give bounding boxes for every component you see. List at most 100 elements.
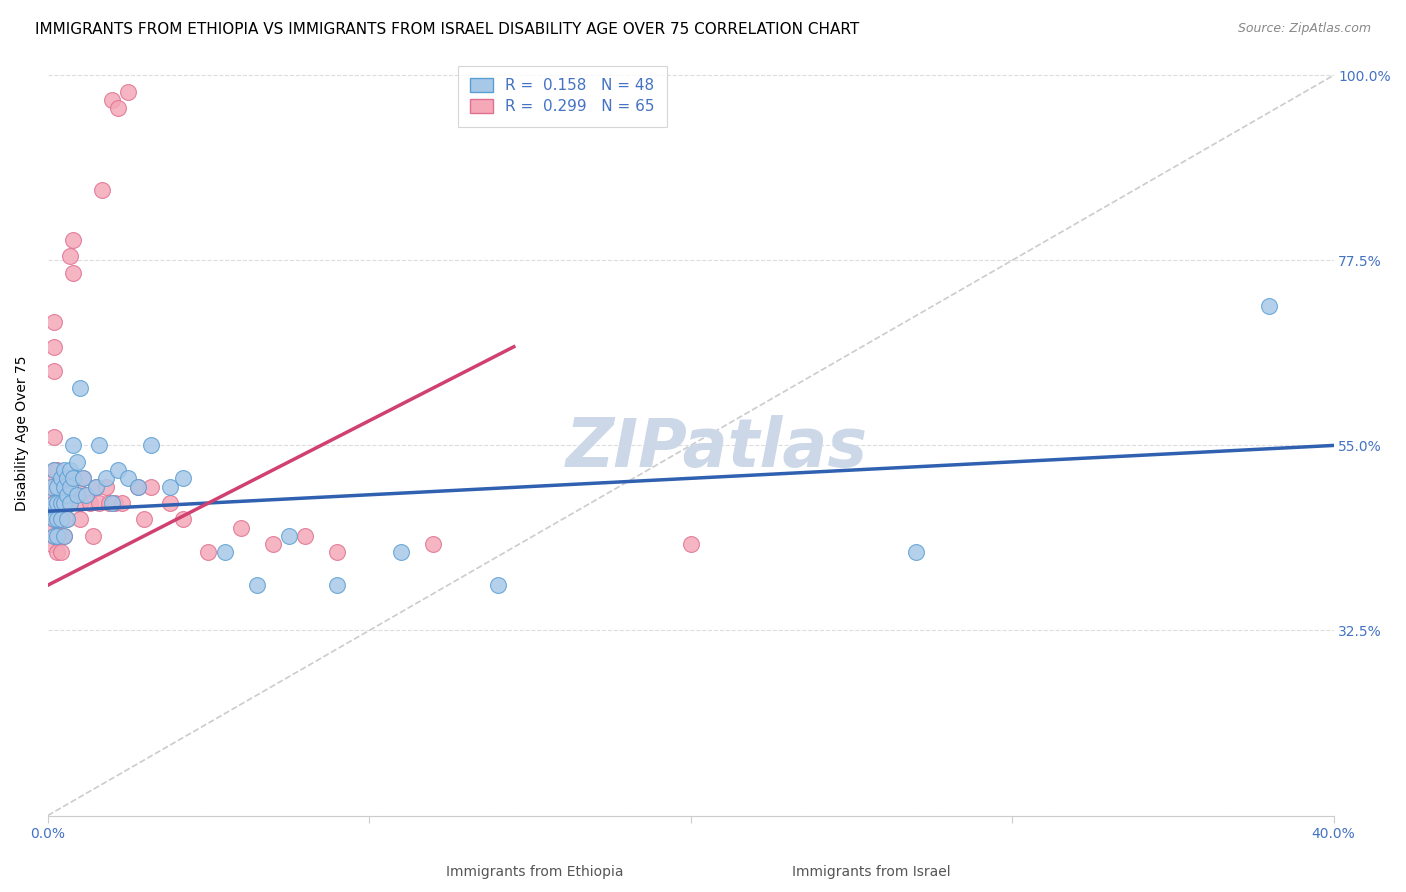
- Point: [89, 496, 111, 510]
- Point: [59, 479, 82, 493]
- Text: IMMIGRANTS FROM ETHIOPIA VS IMMIGRANTS FROM ISRAEL DISABILITY AGE OVER 75 CORREL: IMMIGRANTS FROM ETHIOPIA VS IMMIGRANTS F…: [35, 22, 859, 37]
- Point: [49, 512, 72, 526]
- Point: [46, 529, 69, 543]
- Point: [197, 545, 219, 559]
- Point: [59, 249, 82, 263]
- Point: [91, 184, 114, 198]
- Point: [52, 463, 75, 477]
- Point: [46, 545, 69, 559]
- Point: [56, 488, 79, 502]
- Point: [59, 463, 82, 477]
- Point: [69, 496, 91, 510]
- Point: [139, 479, 162, 493]
- Point: [44, 463, 66, 477]
- Point: [159, 496, 181, 510]
- Point: [134, 512, 156, 526]
- Point: [82, 529, 104, 543]
- Point: [107, 463, 129, 477]
- Point: [262, 537, 284, 551]
- Point: [66, 455, 89, 469]
- Point: [1258, 299, 1281, 313]
- Point: [486, 578, 509, 592]
- Point: [44, 512, 66, 526]
- Text: Immigrants from Israel: Immigrants from Israel: [793, 864, 950, 879]
- Point: [101, 496, 124, 510]
- Point: [46, 529, 69, 543]
- Point: [49, 496, 72, 510]
- Point: [62, 438, 84, 452]
- Y-axis label: Disability Age Over 75: Disability Age Over 75: [15, 355, 30, 511]
- Point: [59, 496, 82, 510]
- Point: [294, 529, 316, 543]
- Point: [326, 578, 349, 592]
- Point: [46, 479, 69, 493]
- Point: [94, 471, 117, 485]
- Point: [52, 496, 75, 510]
- Point: [46, 512, 69, 526]
- Point: [246, 578, 269, 592]
- Point: [172, 512, 194, 526]
- Point: [46, 479, 69, 493]
- Point: [39, 479, 62, 493]
- Point: [44, 496, 66, 510]
- Point: [62, 471, 84, 485]
- Point: [159, 479, 181, 493]
- Point: [422, 537, 444, 551]
- Point: [904, 545, 927, 559]
- Point: [79, 496, 101, 510]
- Point: [52, 479, 75, 493]
- Point: [117, 471, 139, 485]
- Point: [56, 512, 79, 526]
- Point: [139, 438, 162, 452]
- Point: [117, 85, 139, 99]
- Point: [46, 512, 69, 526]
- Point: [679, 537, 702, 551]
- Point: [214, 545, 236, 559]
- Point: [59, 496, 82, 510]
- Point: [107, 101, 129, 115]
- Point: [89, 438, 111, 452]
- Point: [44, 463, 66, 477]
- Point: [44, 430, 66, 444]
- Point: [44, 315, 66, 329]
- Point: [56, 488, 79, 502]
- Point: [326, 545, 349, 559]
- Point: [62, 233, 84, 247]
- Point: [39, 504, 62, 518]
- Point: [46, 463, 69, 477]
- Point: [66, 488, 89, 502]
- Point: [39, 471, 62, 485]
- Point: [229, 521, 252, 535]
- Point: [111, 496, 134, 510]
- Point: [56, 512, 79, 526]
- Point: [52, 479, 75, 493]
- Point: [75, 488, 97, 502]
- Point: [66, 479, 89, 493]
- Point: [75, 488, 97, 502]
- Point: [39, 488, 62, 502]
- Point: [69, 381, 91, 395]
- Point: [84, 479, 107, 493]
- Point: [49, 471, 72, 485]
- Point: [44, 364, 66, 378]
- Point: [101, 93, 124, 107]
- Point: [94, 479, 117, 493]
- Point: [39, 521, 62, 535]
- Point: [172, 471, 194, 485]
- Point: [59, 479, 82, 493]
- Point: [39, 537, 62, 551]
- Point: [49, 512, 72, 526]
- Point: [84, 479, 107, 493]
- Point: [127, 479, 149, 493]
- Text: ZIPatlas: ZIPatlas: [565, 416, 868, 482]
- Point: [44, 529, 66, 543]
- Point: [277, 529, 299, 543]
- Point: [44, 512, 66, 526]
- Point: [62, 266, 84, 280]
- Point: [44, 340, 66, 354]
- Point: [52, 529, 75, 543]
- Point: [127, 479, 149, 493]
- Point: [49, 496, 72, 510]
- Point: [72, 471, 94, 485]
- Point: [56, 471, 79, 485]
